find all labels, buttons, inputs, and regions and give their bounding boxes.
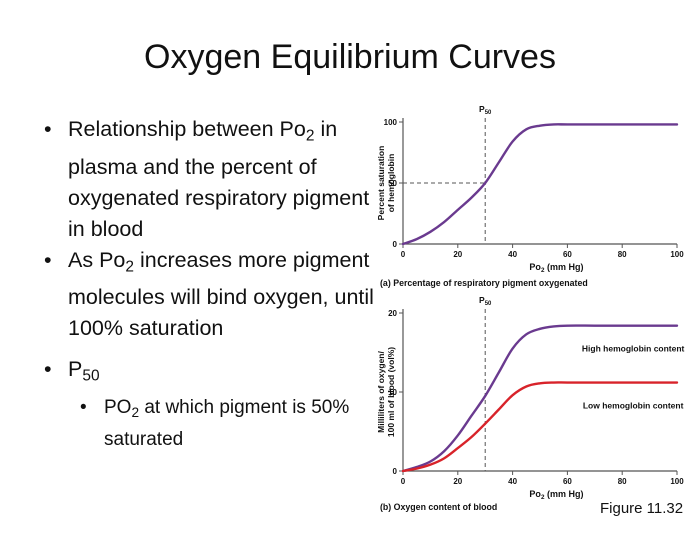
x-tick-label: 100	[670, 250, 684, 259]
figure-label: Figure 11.32	[600, 500, 684, 517]
y-axis-label: Percent saturation	[376, 146, 386, 221]
sub-bullet-item: • PO2 at which pigment is 50% saturated	[80, 394, 374, 453]
x-tick-label: 80	[618, 477, 627, 486]
series-line	[401, 324, 679, 473]
x-tick-label: 40	[508, 477, 517, 486]
panel-caption: (a) Percentage of respiratory pigment ox…	[380, 278, 588, 288]
x-tick-label: 0	[401, 250, 406, 259]
y-axis-label: 100 ml of blood (vol%)	[386, 347, 396, 437]
y-tick-label: 100	[384, 118, 398, 127]
p50-marker-label: P50	[479, 104, 492, 116]
bullet-text: PO2 at which pigment is 50% saturated	[104, 396, 350, 451]
bullet-item: • P50	[44, 354, 374, 392]
bullet-dot: •	[80, 396, 87, 418]
x-tick-label: 20	[453, 250, 462, 259]
bullet-list: • Relationship between Po2 in plasma and …	[44, 114, 374, 453]
x-tick-label: 60	[563, 250, 572, 259]
x-tick-label: 60	[563, 477, 572, 486]
series-line	[401, 381, 679, 473]
slide-title: Oxygen Equilibrium Curves	[144, 38, 556, 76]
bullet-text: P50	[68, 357, 100, 385]
series-label: Low hemoglobin content	[583, 401, 684, 411]
bullet-text: Relationship between Po2 in plasma and t…	[68, 117, 370, 241]
x-tick-label: 80	[618, 250, 627, 259]
y-tick-label: 10	[388, 388, 397, 397]
y-tick-label: 0	[393, 467, 398, 476]
x-tick-label: 0	[401, 477, 406, 486]
x-tick-label: 20	[453, 477, 462, 486]
x-axis-label: Po2 (mm Hg)	[529, 489, 583, 501]
x-axis-label: Po2 (mm Hg)	[529, 262, 583, 274]
bullet-text: As Po2 increases more pigment molecules …	[68, 247, 374, 341]
bullet-item: • As Po2 increases more pigment molecules…	[44, 245, 374, 345]
p50-marker-label: P50	[479, 295, 492, 307]
bullet-item: • Relationship between Po2 in plasma and …	[44, 114, 374, 245]
y-tick-label: 20	[388, 309, 397, 318]
panel-caption: (b) Oxygen content of blood	[380, 502, 497, 512]
bullet-dot: •	[44, 357, 52, 382]
series-line	[401, 123, 679, 246]
y-axis-label: Milliliters of oxygen/	[376, 351, 386, 433]
bullet-dot: •	[44, 117, 52, 141]
series-label: High hemoglobin content	[582, 344, 685, 354]
y-tick-label: 50	[388, 179, 397, 188]
bullet-dot: •	[44, 247, 52, 272]
y-tick-label: 0	[393, 240, 398, 249]
y-axis-label: of hemoglobin	[386, 154, 396, 213]
x-tick-label: 40	[508, 250, 517, 259]
x-tick-label: 100	[670, 477, 684, 486]
